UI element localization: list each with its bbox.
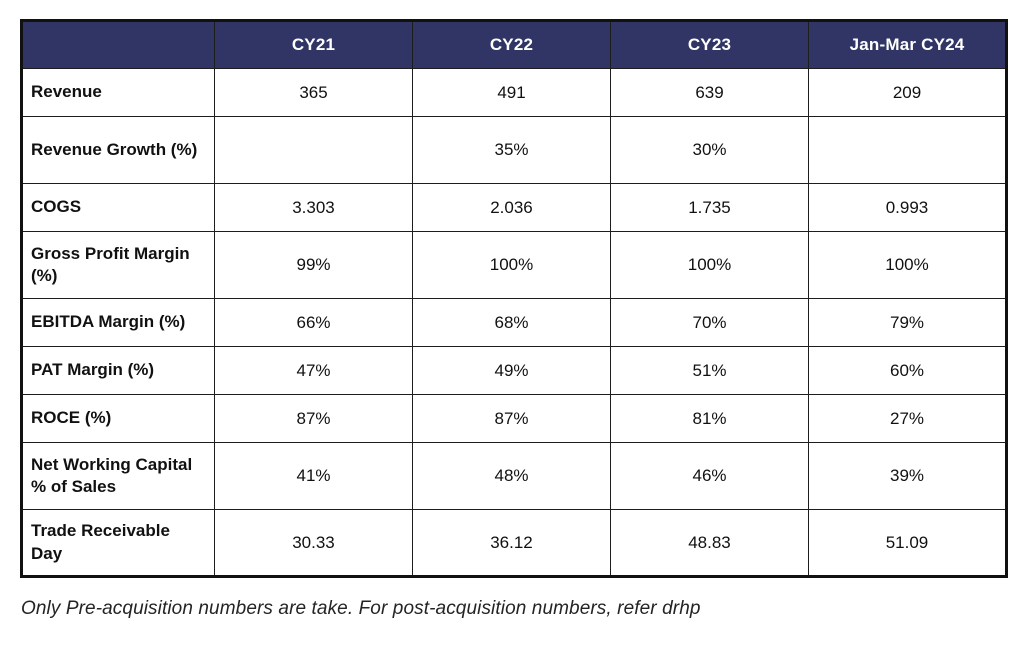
table-row-trade-receivable-day: Trade Receivable Day 30.33 36.12 48.83 5… [21,509,1007,577]
cell-value: 70% [610,298,809,347]
cell-value: 99% [214,231,413,299]
cell-value: 66% [214,298,413,347]
cell-value: 51.09 [808,509,1007,577]
cell-value: 30.33 [214,509,413,577]
header-cy23: CY23 [610,20,809,69]
cell-value: 100% [610,231,809,299]
table-row-net-working-capital: Net Working Capital % of Sales 41% 48% 4… [21,442,1007,510]
row-label: Gross Profit Margin (%) [21,231,215,299]
cell-value: 87% [214,394,413,443]
cell-value: 46% [610,442,809,510]
cell-value: 27% [808,394,1007,443]
cell-value: 81% [610,394,809,443]
table-row-revenue: Revenue 365 491 639 209 [21,68,1007,117]
cell-value: 79% [808,298,1007,347]
cell-value: 365 [214,68,413,117]
table-row-revenue-growth: Revenue Growth (%) 35% 30% [21,116,1007,184]
row-label: Net Working Capital % of Sales [21,442,215,510]
table-header-row: CY21 CY22 CY23 Jan-Mar CY24 [21,20,1007,69]
row-label: ROCE (%) [21,394,215,443]
table-row-pat-margin: PAT Margin (%) 47% 49% 51% 60% [21,346,1007,395]
cell-value: 51% [610,346,809,395]
cell-value: 100% [808,231,1007,299]
cell-value: 87% [412,394,611,443]
row-label: Trade Receivable Day [21,509,215,577]
footnote: Only Pre-acquisition numbers are take. F… [21,598,701,619]
cell-value [808,116,1007,184]
table-row-gross-profit-margin: Gross Profit Margin (%) 99% 100% 100% 10… [21,231,1007,299]
cell-value: 3.303 [214,183,413,232]
cell-value: 39% [808,442,1007,510]
cell-value: 68% [412,298,611,347]
table-row-roce: ROCE (%) 87% 87% 81% 27% [21,394,1007,443]
header-cy22: CY22 [412,20,611,69]
row-label: Revenue [21,68,215,117]
cell-value: 36.12 [412,509,611,577]
cell-value: 47% [214,346,413,395]
header-corner-cell [21,20,215,69]
cell-value [214,116,413,184]
row-label: PAT Margin (%) [21,346,215,395]
financial-metrics-table: CY21 CY22 CY23 Jan-Mar CY24 Revenue 365 … [20,19,1008,578]
cell-value: 48.83 [610,509,809,577]
header-jan-mar-cy24: Jan-Mar CY24 [808,20,1007,69]
row-label: Revenue Growth (%) [21,116,215,184]
table-row-ebitda-margin: EBITDA Margin (%) 66% 68% 70% 79% [21,298,1007,347]
cell-value: 639 [610,68,809,117]
cell-value: 100% [412,231,611,299]
cell-value: 30% [610,116,809,184]
cell-value: 48% [412,442,611,510]
cell-value: 2.036 [412,183,611,232]
table-row-cogs: COGS 3.303 2.036 1.735 0.993 [21,183,1007,232]
row-label: EBITDA Margin (%) [21,298,215,347]
cell-value: 35% [412,116,611,184]
cell-value: 49% [412,346,611,395]
cell-value: 209 [808,68,1007,117]
cell-value: 60% [808,346,1007,395]
row-label: COGS [21,183,215,232]
cell-value: 491 [412,68,611,117]
header-cy21: CY21 [214,20,413,69]
cell-value: 41% [214,442,413,510]
cell-value: 0.993 [808,183,1007,232]
cell-value: 1.735 [610,183,809,232]
